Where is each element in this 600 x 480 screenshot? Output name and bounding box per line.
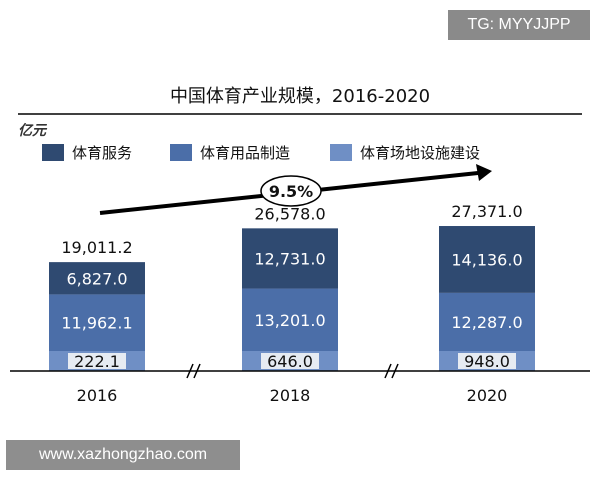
growth-arrow-head xyxy=(476,164,492,181)
bar-value-label-2016-series-2: 222.1 xyxy=(74,352,120,371)
bar-segment-2016-series-0 xyxy=(49,262,145,295)
bar-label-box-2018 xyxy=(261,353,319,369)
bar-value-label-2020-series-2: 948.0 xyxy=(464,352,510,371)
axis-break-1 xyxy=(186,363,201,379)
bar-total-label-2020: 27,371.0 xyxy=(451,202,522,221)
bar-value-label-2020-series-1: 12,287.0 xyxy=(451,313,522,332)
bar-value-label-2016-series-1: 11,962.1 xyxy=(61,314,132,333)
bar-label-box-2020 xyxy=(458,353,516,369)
bar-total-label-2018: 26,578.0 xyxy=(254,204,325,223)
x-tick-label-2018: 2018 xyxy=(270,386,311,405)
bar-value-label-2018-series-0: 12,731.0 xyxy=(254,249,325,268)
x-tick-label-2020: 2020 xyxy=(467,386,508,405)
chart-title: 中国体育产业规模，2016-2020 xyxy=(170,86,430,107)
legend-label-2: 体育场地设施建设 xyxy=(360,144,480,162)
axis-break-2 xyxy=(384,363,399,379)
legend-label-0: 体育服务 xyxy=(72,144,132,162)
bar-total-label-2016: 19,011.2 xyxy=(61,238,132,257)
bar-segment-2016-series-1 xyxy=(49,294,145,351)
bars-layer: 222.1 11,962.1 6,827.0 19,011.2 2016 646.0 13,… xyxy=(49,202,535,405)
website-banner: www.xazhongzhao.com xyxy=(6,440,240,470)
growth-arrow: 9.5% xyxy=(99,164,492,215)
bar-segment-2020-series-0 xyxy=(439,226,535,293)
bar-segment-2018-series-1 xyxy=(242,288,338,351)
x-tick-label-2016: 2016 xyxy=(77,386,118,405)
unit-label: 亿元 xyxy=(18,122,48,139)
bar-segment-2020-series-1 xyxy=(439,292,535,351)
bar-segment-2018-series-0 xyxy=(242,228,338,289)
legend: 体育服务 体育用品制造 体育场地设施建设 xyxy=(42,144,480,162)
growth-annotation-label: 9.5% xyxy=(269,182,313,201)
x-axis xyxy=(10,363,590,379)
bar-value-label-2016-series-0: 6,827.0 xyxy=(66,269,127,288)
bar-value-label-2018-series-2: 646.0 xyxy=(267,352,313,371)
bar-value-label-2020-series-0: 14,136.0 xyxy=(451,250,522,269)
bar-label-box-2016 xyxy=(68,353,126,369)
tag-banner: TG: MYYJJPP xyxy=(448,10,590,40)
legend-label-1: 体育用品制造 xyxy=(200,144,290,162)
legend-swatch-1 xyxy=(170,144,192,161)
legend-swatch-2 xyxy=(330,144,352,161)
growth-annotation-bubble xyxy=(260,175,322,207)
bar-value-label-2018-series-1: 13,201.0 xyxy=(254,311,325,330)
legend-swatch-0 xyxy=(42,144,64,161)
